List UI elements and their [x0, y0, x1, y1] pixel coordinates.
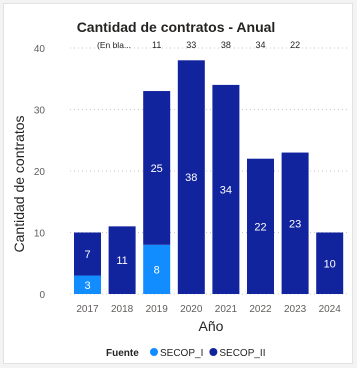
total-label: 33: [186, 40, 196, 50]
legend-item-secop-i[interactable]: SECOP_I: [160, 348, 203, 359]
bar-secop-ii-2021[interactable]: [212, 84, 240, 295]
legend-marker[interactable]: [209, 348, 218, 356]
total-label: 11: [152, 40, 161, 50]
data-label: 10: [324, 258, 336, 270]
blank-category-label: (En bla...: [97, 40, 131, 50]
x-tick-label: 2020: [180, 304, 203, 315]
x-tick-label: 2024: [319, 304, 342, 315]
x-tick-label: 2017: [76, 304, 99, 315]
data-label: 3: [84, 280, 90, 292]
bar-secop-ii-2018[interactable]: [108, 226, 136, 294]
bar-secop-ii-2020[interactable]: [177, 60, 205, 294]
legend-title: Fuente: [106, 348, 139, 359]
x-tick-label: 2022: [249, 304, 272, 315]
data-label: 22: [254, 221, 266, 233]
x-tick-label: 2019: [146, 304, 169, 315]
bar-secop-ii-2023[interactable]: [281, 152, 309, 294]
legend-marker[interactable]: [150, 348, 158, 356]
data-label: 7: [84, 249, 90, 261]
bar-secop-ii-2024[interactable]: [316, 232, 344, 295]
data-label: 8: [154, 264, 160, 276]
data-label: 11: [116, 255, 127, 267]
x-tick-label: 2023: [284, 304, 307, 315]
x-tick-label: 2018: [111, 304, 134, 315]
bar-secop-ii-2019[interactable]: [143, 91, 171, 245]
y-tick-label: 40: [34, 44, 46, 55]
legend-item-secop-ii[interactable]: SECOP_II: [219, 348, 265, 359]
bar-secop-i-2019[interactable]: [143, 244, 171, 294]
y-axis-title: Cantidad de contratos: [11, 116, 27, 253]
total-label: 22: [290, 40, 300, 50]
y-tick-label: 30: [34, 106, 46, 117]
data-label: 25: [151, 163, 163, 175]
total-label: 34: [255, 40, 265, 50]
bar-secop-i-2017[interactable]: [74, 275, 101, 294]
total-label: 38: [221, 40, 231, 50]
data-label: 38: [185, 172, 197, 184]
bar-secop-ii-2022[interactable]: [247, 158, 274, 294]
legend[interactable]: Fuente SECOP_I SECOP_II: [106, 348, 266, 359]
data-label: 34: [220, 184, 232, 196]
x-axis-title: Año: [199, 318, 224, 334]
bar-secop-ii-2017[interactable]: [74, 232, 101, 276]
y-tick-label: 10: [34, 229, 46, 240]
x-tick-label: 2021: [215, 304, 238, 315]
y-tick-label: 0: [39, 290, 45, 301]
data-label: 23: [289, 218, 301, 230]
chart-title: Cantidad de contratos - Anual: [77, 19, 276, 35]
y-tick-label: 20: [34, 167, 46, 178]
